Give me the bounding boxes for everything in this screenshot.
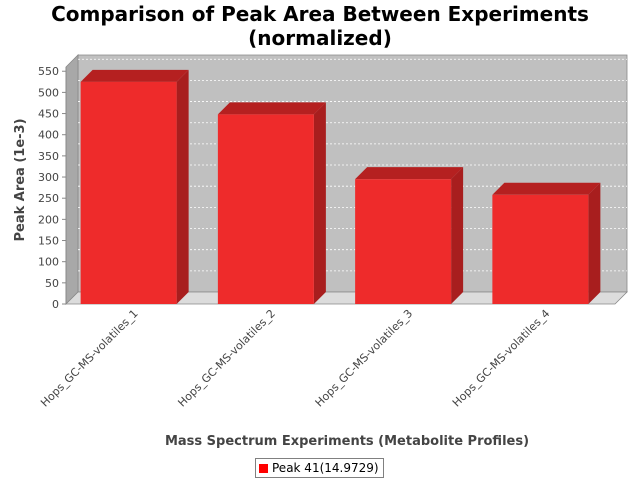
y-tick-label: 550: [38, 65, 59, 78]
chart-subtitle: (normalized): [248, 26, 392, 50]
y-tick-label: 100: [38, 256, 59, 269]
y-tick-label: 200: [38, 213, 59, 226]
legend: Peak 41(14.9729): [255, 458, 384, 478]
y-tick-label: 300: [38, 171, 59, 184]
plot-left-wall: [65, 54, 79, 305]
legend-label: Peak 41(14.9729): [272, 461, 379, 475]
bar-side: [176, 69, 189, 304]
y-tick-label: 150: [38, 235, 59, 248]
bar-top: [355, 167, 464, 180]
chart-title: Comparison of Peak Area Between Experime…: [0, 2, 640, 50]
x-axis: Hops_GC-MS-volatiles_1 Hops_GC-MS-volatil…: [38, 307, 552, 410]
bar-top: [217, 102, 326, 115]
x-axis-label: Mass Spectrum Experiments (Metabolite Pr…: [165, 434, 529, 449]
bar-top: [492, 182, 601, 195]
legend-swatch: [259, 463, 268, 473]
bar-side: [313, 102, 326, 305]
x-tick-label: Hops_GC-MS-volatiles_2: [175, 307, 278, 410]
y-axis: 0 50 100 150 200 250 300 350 400 450 500 550: [38, 65, 67, 311]
bar-side: [588, 182, 601, 304]
bar-top: [80, 69, 189, 82]
x-tick-label: Hops_GC-MS-volatiles_3: [313, 307, 416, 410]
x-tick-label: Hops_GC-MS-volatiles_1: [38, 307, 141, 410]
bars: [80, 69, 601, 305]
y-tick-label: 50: [45, 277, 59, 290]
chart-title-main: Comparison of Peak Area Between Experime…: [51, 2, 589, 26]
y-axis-label: Peak Area (1e-3): [13, 118, 28, 241]
y-tick-label: 450: [38, 108, 59, 121]
y-tick-label: 250: [38, 192, 59, 205]
bar-side: [451, 167, 464, 304]
y-tick-label: 400: [38, 129, 59, 142]
x-tick-label: Hops_GC-MS-volatiles_4: [450, 307, 553, 410]
y-tick-label: 500: [38, 86, 59, 99]
bar: [217, 114, 314, 305]
y-tick-label: 0: [52, 298, 59, 311]
bar: [355, 179, 452, 304]
bar: [492, 194, 589, 304]
bar: [80, 81, 177, 304]
y-tick-label: 350: [38, 150, 59, 163]
